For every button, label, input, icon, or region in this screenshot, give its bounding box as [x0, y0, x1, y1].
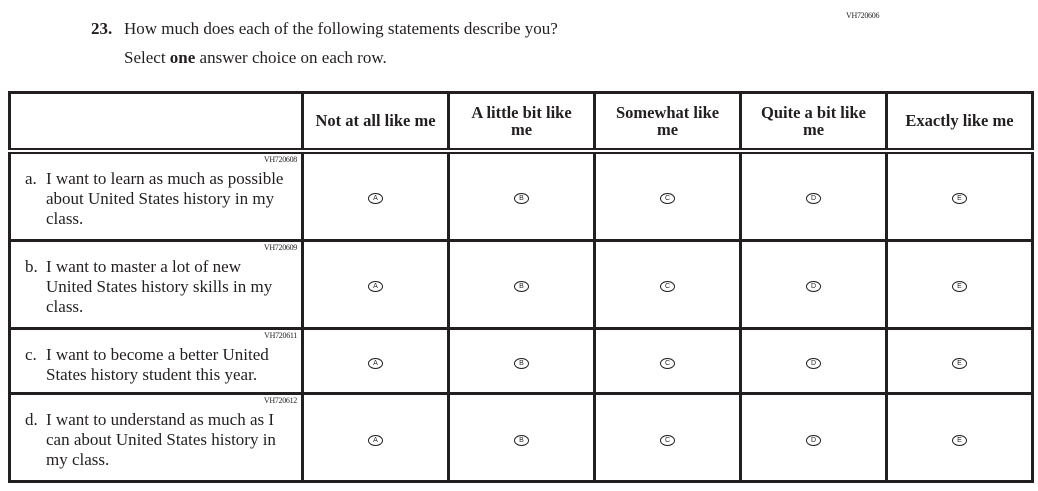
- answer-bubble-d[interactable]: D: [806, 357, 821, 369]
- column-header: Not at all like me: [301, 90, 450, 154]
- statement-row: VH720608 a. I want to learn as much as pos…: [8, 149, 1034, 242]
- statement-cell: VH720608 a. I want to learn as much as pos…: [8, 149, 304, 242]
- answer-bubble-a[interactable]: A: [368, 193, 383, 205]
- answer-bubble-b[interactable]: B: [514, 357, 529, 369]
- option-cell: E: [885, 392, 1034, 483]
- answer-bubble-c[interactable]: C: [660, 193, 675, 205]
- column-header: Somewhat like me: [593, 90, 742, 154]
- answer-bubble-a[interactable]: A: [368, 281, 383, 293]
- option-cell: D: [739, 392, 888, 483]
- statement-row: VH720611 c. I want to become a better Unit…: [8, 326, 1034, 396]
- option-cell: A: [301, 149, 450, 242]
- item-text: I want to master a lot of new United Sta…: [46, 256, 273, 316]
- item-letter: a.: [25, 168, 37, 188]
- item-text: I want to understand as much as I can ab…: [46, 410, 276, 470]
- answer-bubble-d[interactable]: D: [806, 193, 821, 205]
- option-cell: D: [739, 326, 888, 396]
- header-blank: [8, 90, 304, 154]
- statement-cell: VH720612 d. I want to understand as much a…: [8, 392, 304, 483]
- statement-cell: VH720609 b. I want to master a lot of new …: [8, 238, 304, 330]
- option-cell: D: [739, 238, 888, 330]
- item-letter: c.: [25, 344, 37, 364]
- answer-bubble-b[interactable]: B: [514, 193, 529, 205]
- header-row: Not at all like me A little bit like me …: [8, 90, 1034, 154]
- column-header: Quite a bit like me: [739, 90, 888, 154]
- item-letter: b.: [25, 256, 38, 276]
- option-cell: C: [593, 392, 742, 483]
- item-code: VH720612: [263, 396, 297, 406]
- option-cell: E: [885, 238, 1034, 330]
- option-cell: C: [593, 149, 742, 242]
- column-header: Exactly like me: [885, 90, 1034, 154]
- question-number: 23.: [91, 19, 113, 38]
- item-letter: d.: [25, 410, 38, 430]
- response-grid: Not at all like me A little bit like me …: [8, 90, 1034, 483]
- item-code: VH720609: [263, 242, 297, 252]
- option-cell: B: [447, 149, 596, 242]
- column-header: A little bit like me: [447, 90, 596, 154]
- item-code: VH720608: [263, 154, 297, 164]
- answer-bubble-e[interactable]: E: [952, 434, 967, 446]
- answer-bubble-e[interactable]: E: [952, 281, 967, 293]
- answer-bubble-b[interactable]: B: [514, 281, 529, 293]
- answer-bubble-c[interactable]: C: [660, 434, 675, 446]
- item-text: I want to learn as much as possible abou…: [46, 168, 284, 228]
- answer-bubble-c[interactable]: C: [660, 357, 675, 369]
- option-cell: D: [739, 149, 888, 242]
- answer-bubble-c[interactable]: C: [660, 281, 675, 293]
- option-cell: E: [885, 326, 1034, 396]
- item-code: VH720611: [264, 330, 297, 340]
- option-cell: B: [447, 326, 596, 396]
- answer-bubble-a[interactable]: A: [368, 357, 383, 369]
- option-cell: A: [301, 238, 450, 330]
- option-cell: B: [447, 238, 596, 330]
- answer-bubble-e[interactable]: E: [952, 357, 967, 369]
- answer-bubble-a[interactable]: A: [368, 434, 383, 446]
- statement-row: VH720609 b. I want to master a lot of new …: [8, 238, 1034, 330]
- statement-row: VH720612 d. I want to understand as much a…: [8, 392, 1034, 483]
- option-cell: C: [593, 238, 742, 330]
- option-cell: B: [447, 392, 596, 483]
- question-text: How much does each of the following stat…: [124, 19, 558, 38]
- answer-bubble-b[interactable]: B: [514, 434, 529, 446]
- option-cell: A: [301, 392, 450, 483]
- option-cell: E: [885, 149, 1034, 242]
- option-cell: C: [593, 326, 742, 396]
- option-cell: A: [301, 326, 450, 396]
- statement-cell: VH720611 c. I want to become a better Unit…: [8, 326, 304, 396]
- instruction-bold: one: [169, 48, 196, 67]
- answer-bubble-d[interactable]: D: [806, 281, 821, 293]
- answer-bubble-d[interactable]: D: [806, 434, 821, 446]
- answer-bubble-e[interactable]: E: [952, 193, 967, 205]
- instruction-pre: Select: [124, 48, 170, 67]
- question-code: VH720606: [846, 11, 880, 20]
- item-text: I want to become a better United States …: [46, 344, 269, 384]
- instruction-post: answer choice on each row.: [195, 48, 387, 67]
- instruction: Select one answer choice on each row.: [124, 48, 387, 68]
